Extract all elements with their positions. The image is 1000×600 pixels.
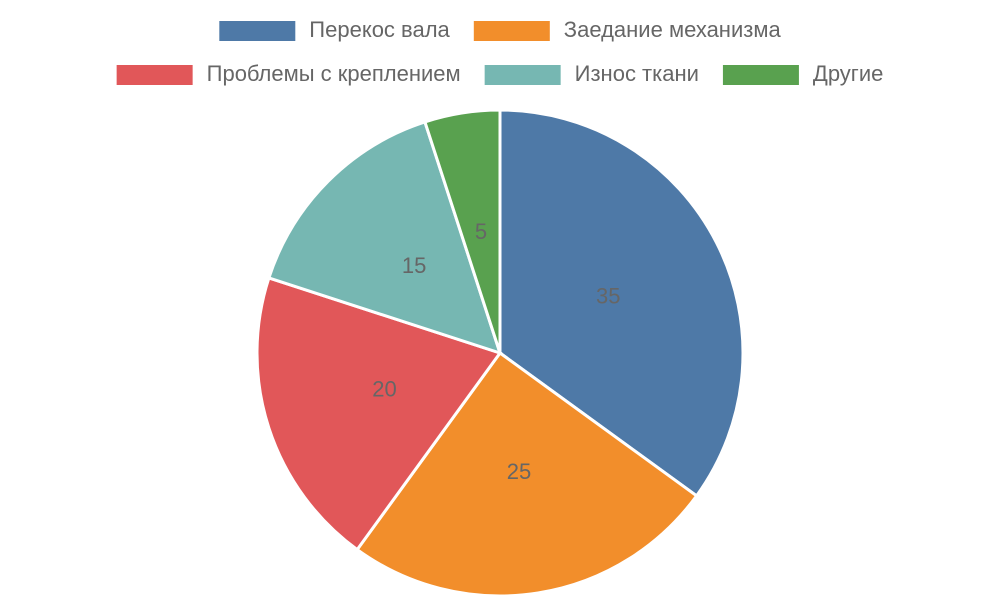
pie-slice [355,350,699,598]
legend-label: Проблемы с креплением [207,61,461,86]
slice-label: 20 [372,376,396,401]
legend-label: Другие [813,61,883,86]
legend-swatch [473,21,550,41]
legend-swatch [484,65,561,85]
legend-label: Износ ткани [575,61,699,86]
pie-slice [498,108,745,498]
legend-item: Проблемы с креплением [116,61,461,86]
slice-label: 25 [507,459,531,484]
slice-label: 15 [402,253,426,278]
pie-slice [255,276,503,552]
legend-swatch [116,65,193,85]
slice-label: 35 [596,284,620,309]
slice-label: 5 [475,219,487,244]
legend-item: Заедание механизма [473,17,782,42]
legend-label: Перекос вала [309,17,450,42]
pie-slice [423,108,502,354]
legend-item: Износ ткани [484,61,699,86]
legend-swatch [722,65,799,85]
legend-swatch [219,21,296,41]
legend-item: Другие [722,61,883,86]
legend-label: Заедание механизма [564,17,782,42]
legend-item: Перекос вала [219,17,451,42]
